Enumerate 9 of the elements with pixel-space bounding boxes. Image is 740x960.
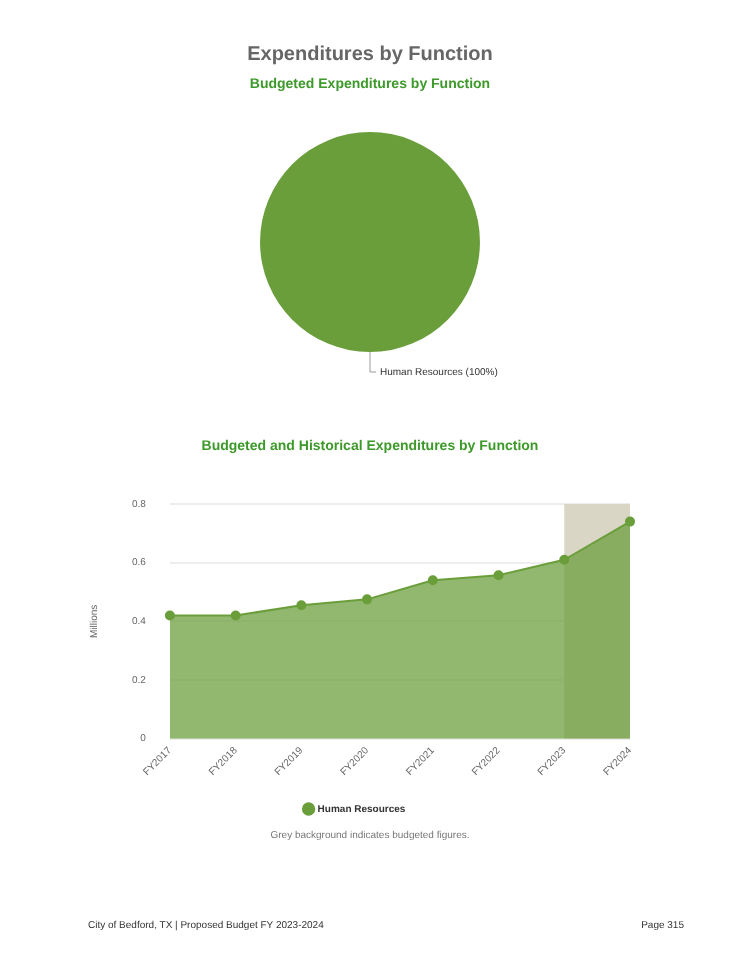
- point: [362, 594, 373, 605]
- point: [164, 610, 175, 621]
- point: [427, 575, 438, 586]
- point: [296, 600, 307, 611]
- point: [559, 554, 570, 565]
- point: [625, 516, 635, 527]
- point: [230, 610, 241, 621]
- point: [493, 570, 504, 581]
- chart-title: Expenditures by Function: [245, 44, 495, 66]
